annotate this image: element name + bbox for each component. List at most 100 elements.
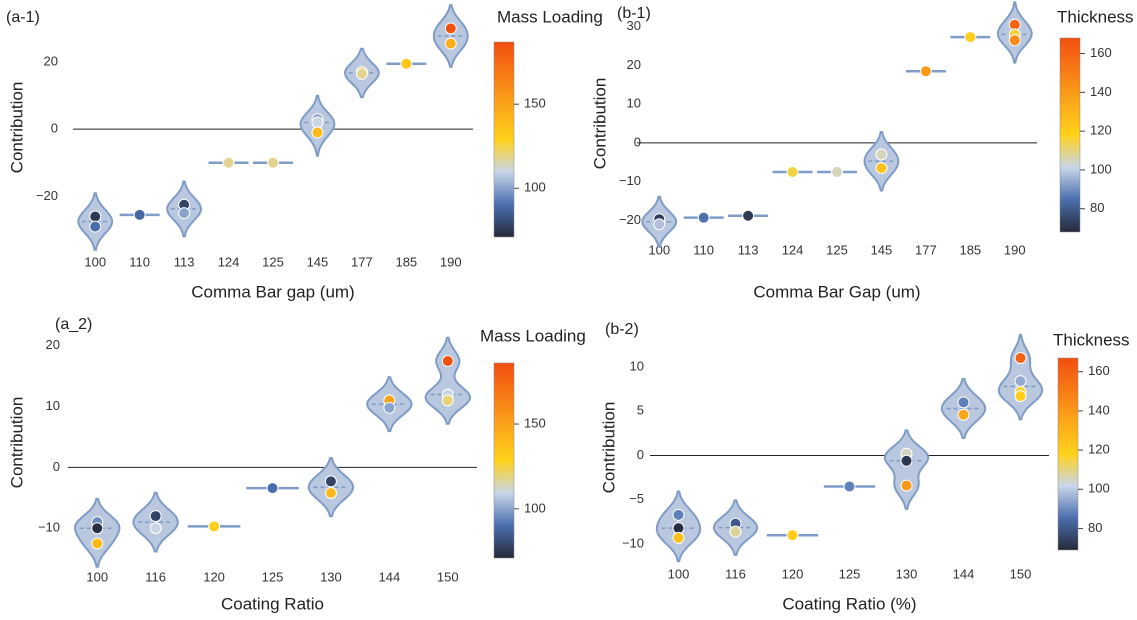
y-tick-label: 10 — [630, 358, 644, 373]
x-axis-title: Comma Bar Gap (um) — [753, 282, 920, 301]
colorbar — [493, 41, 515, 238]
violin — [883, 429, 930, 510]
point — [324, 486, 337, 499]
x-tick-label: 125 — [262, 254, 284, 269]
violin — [863, 131, 900, 192]
colorbar-tick-label: 160 — [1090, 45, 1112, 60]
colorbar-tick-label: 100 — [524, 500, 546, 515]
point — [875, 148, 888, 161]
x-tick-label: 124 — [782, 242, 804, 257]
point — [266, 482, 279, 495]
point — [1008, 34, 1021, 47]
x-tick-label: 185 — [395, 254, 417, 269]
x-tick-label: 116 — [145, 569, 166, 584]
y-tick-label: 10 — [627, 96, 641, 111]
panel: (a-1) −20 0 20 Contribution Comma Bar gap (um… — [6, 4, 603, 301]
y-tick-label: 20 — [46, 337, 60, 352]
y-tick-label: −10 — [622, 535, 644, 550]
point — [400, 57, 413, 70]
colorbar-title: Thickness — [1057, 7, 1134, 26]
y-tick-label: 30 — [627, 18, 641, 33]
point — [222, 156, 235, 169]
x-axis-title: Coating Ratio (%) — [782, 594, 916, 613]
panel: (b-1) −20 −10 0 10 20 30 Contribution Comma Bar … — [590, 1, 1134, 301]
x-tick-label: 190 — [1004, 242, 1026, 257]
y-tick-label: 5 — [637, 403, 644, 418]
point — [672, 531, 685, 544]
x-tick-label: 100 — [668, 566, 690, 581]
y-axis-title: Contribution — [7, 397, 26, 489]
x-tick-label: 125 — [839, 566, 861, 581]
point — [900, 479, 913, 492]
point — [311, 116, 324, 129]
point — [267, 156, 279, 169]
y-tick-label: 0 — [634, 134, 641, 149]
panel-label: (a_2) — [55, 316, 92, 333]
colorbar-tick-label: 160 — [1088, 363, 1110, 378]
point — [324, 475, 337, 488]
point — [964, 31, 977, 44]
x-tick-label: 177 — [351, 254, 373, 269]
point — [831, 165, 843, 178]
violin — [424, 336, 472, 425]
point — [1014, 352, 1027, 365]
point — [383, 401, 396, 414]
x-tick-label: 124 — [218, 254, 240, 269]
point — [653, 218, 666, 231]
colorbar-tick-label: 120 — [1090, 123, 1112, 138]
colorbar-tick-label: 100 — [1088, 481, 1110, 496]
y-tick-label: 0 — [637, 447, 644, 462]
colorbar-tick-label: 140 — [1090, 84, 1112, 99]
colorbar-tick-label: 100 — [1090, 161, 1112, 176]
point — [91, 522, 104, 535]
point — [89, 220, 102, 233]
colorbar-tick-label: 100 — [524, 180, 546, 195]
point — [875, 162, 888, 175]
colorbar-title: Mass Loading — [480, 326, 586, 345]
x-tick-label: 113 — [174, 254, 195, 269]
x-tick-label: 110 — [129, 254, 150, 269]
point — [208, 520, 221, 533]
point — [441, 394, 454, 407]
colorbar-tick-label: 150 — [524, 96, 546, 111]
y-tick-label: 0 — [51, 121, 58, 136]
y-tick-label: −20 — [36, 188, 58, 203]
x-tick-label: 144 — [953, 566, 975, 581]
point — [444, 22, 457, 35]
point — [355, 67, 368, 80]
violin — [432, 4, 469, 68]
point — [843, 480, 856, 493]
colorbar-tick-label: 120 — [1088, 442, 1110, 457]
x-tick-label: 120 — [203, 569, 225, 584]
panel-label: (b-2) — [605, 321, 639, 338]
point — [149, 522, 162, 535]
point — [697, 211, 710, 224]
x-tick-label: 130 — [320, 569, 342, 584]
x-tick-label: 120 — [782, 566, 804, 581]
point — [742, 209, 755, 222]
x-tick-label: 150 — [1010, 566, 1032, 581]
point — [1014, 375, 1027, 388]
colorbar-tick-label: 150 — [524, 415, 546, 430]
x-tick-label: 125 — [262, 569, 284, 584]
y-tick-label: 20 — [44, 53, 58, 68]
point — [441, 355, 454, 368]
colorbar-tick-label: 140 — [1088, 402, 1110, 417]
y-tick-label: −10 — [619, 173, 641, 188]
point — [786, 165, 799, 178]
colorbar-title: Thickness — [1053, 330, 1130, 349]
colorbar — [1059, 37, 1081, 233]
point — [444, 37, 457, 50]
point — [178, 207, 191, 220]
y-axis-title: Contribution — [7, 82, 26, 174]
y-tick-label: −20 — [619, 212, 641, 227]
x-tick-label: 100 — [648, 242, 670, 257]
colorbar-tick-label: 80 — [1088, 520, 1102, 535]
point — [729, 525, 742, 538]
x-tick-label: 185 — [959, 242, 981, 257]
y-tick-label: 20 — [627, 57, 641, 72]
colorbar — [1057, 357, 1079, 551]
y-axis-title: Contribution — [599, 402, 618, 494]
point — [91, 537, 104, 550]
y-axis-title: Contribution — [590, 78, 609, 170]
